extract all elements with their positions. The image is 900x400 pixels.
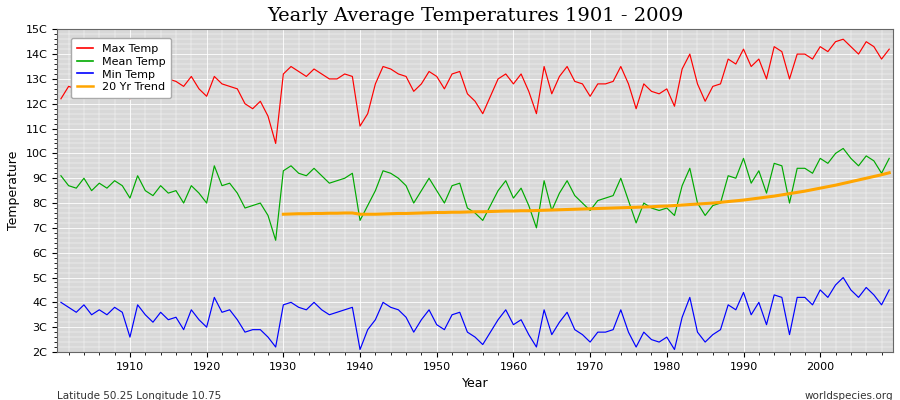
- Text: worldspecies.org: worldspecies.org: [805, 391, 893, 400]
- Text: Latitude 50.25 Longitude 10.75: Latitude 50.25 Longitude 10.75: [57, 391, 221, 400]
- X-axis label: Year: Year: [462, 377, 489, 390]
- Title: Yearly Average Temperatures 1901 - 2009: Yearly Average Temperatures 1901 - 2009: [267, 7, 683, 25]
- Legend: Max Temp, Mean Temp, Min Temp, 20 Yr Trend: Max Temp, Mean Temp, Min Temp, 20 Yr Tre…: [71, 38, 171, 98]
- Y-axis label: Temperature: Temperature: [7, 151, 20, 230]
